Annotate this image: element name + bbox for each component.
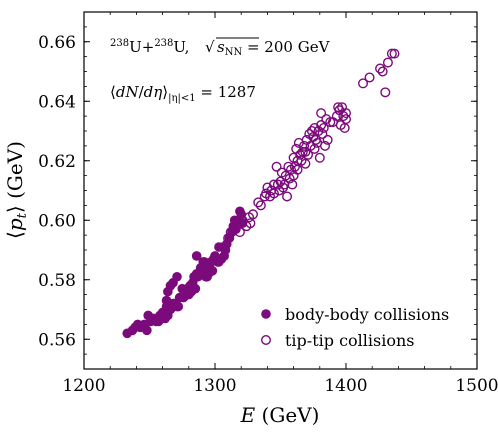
tip-tip-point (247, 209, 258, 220)
tip-tip-point (325, 117, 336, 128)
x-tick-label: 1400 (324, 376, 367, 396)
tip-tip-point (375, 63, 386, 74)
tip-tip-point (341, 108, 352, 119)
tip-tip-point (232, 218, 243, 229)
legend-marker-body-body (261, 309, 271, 319)
y-tick-label: 0.66 (38, 33, 76, 53)
body-body-point (142, 325, 152, 336)
tip-tip-point (245, 218, 256, 229)
legend-label-tip-tip: tip-tip collisions (285, 331, 415, 350)
body-body-point (172, 271, 182, 282)
svg-text:sNN = 200 GeV: sNN = 200 GeV (217, 38, 331, 58)
y-axis-label: ⟨pt⟩ (GeV) (3, 141, 30, 239)
body-body-point (161, 295, 172, 306)
tip-tip-point (229, 224, 240, 235)
tip-tip-point (314, 152, 325, 163)
y-tick-label: 0.62 (38, 152, 76, 172)
multiplicity-annotation: ⟨dN/dη⟩|η|<1 = 1287 (110, 83, 256, 104)
tip-tip-point (338, 111, 349, 122)
tip-tip-point (389, 48, 400, 59)
legend: body-body collisions tip-tip collisions (261, 305, 449, 350)
tip-tip-point (283, 161, 294, 172)
tip-tip-point (306, 125, 317, 136)
svg-text:√: √ (205, 38, 215, 56)
body-body-point (191, 251, 202, 261)
x-axis-label: E (GeV) (240, 403, 320, 427)
tip-tip-point (223, 233, 234, 244)
y-tick-label: 0.58 (38, 271, 76, 291)
tip-tip-point (320, 140, 331, 151)
body-body-point (207, 266, 218, 276)
x-tick-label: 1500 (455, 376, 498, 396)
tip-tip-point (300, 158, 311, 169)
svg-text:238U+238U,: 238U+238U, (110, 38, 189, 56)
collision-system-annotation: 238U+238U, √ sNN = 200 GeV (110, 37, 331, 58)
tip-tip-point (289, 161, 300, 172)
tip-tip-point (295, 149, 306, 160)
tip-tip-point (382, 57, 393, 68)
body-body-point (173, 301, 184, 312)
data-points (122, 48, 400, 339)
tip-tip-point (255, 200, 266, 211)
tip-tip-point (322, 134, 333, 145)
tip-tip-point (358, 78, 369, 89)
tip-tip-point (300, 146, 311, 157)
tip-tip-point (318, 123, 329, 134)
tip-tip-point (299, 140, 310, 151)
tip-tip-point (380, 87, 391, 98)
tip-tip-point (282, 191, 293, 202)
x-tick-label: 1300 (193, 376, 236, 396)
tip-tip-point (303, 149, 314, 160)
tip-tip-point (386, 48, 397, 59)
tip-tip-point (268, 188, 279, 199)
tip-tip-point (341, 114, 352, 125)
tip-tip-point (272, 179, 283, 190)
tip-tip-point (316, 108, 327, 119)
body-body-point (190, 283, 201, 294)
svg-text:⟨dN/dη⟩|η|<1 = 1287: ⟨dN/dη⟩|η|<1 = 1287 (110, 83, 256, 104)
tip-tip-point (266, 185, 277, 196)
tip-tip-point (297, 146, 308, 157)
y-tick-label: 0.60 (38, 211, 76, 231)
tip-tip-point (317, 128, 328, 139)
tip-tip-point (364, 72, 375, 83)
tip-tip-point (271, 161, 282, 172)
y-tick-label: 0.56 (38, 330, 76, 350)
x-tick-label: 1200 (62, 376, 105, 396)
legend-label-body-body: body-body collisions (285, 305, 449, 324)
tip-tip-point (234, 227, 245, 238)
legend-marker-tip-tip (261, 335, 272, 346)
tip-tip-point (253, 197, 264, 208)
tip-tip-point (292, 164, 303, 175)
axis-ticks: 1200 1300 1400 1500 0.56 0.58 0.60 0.62 0.64 0.66 (38, 12, 498, 396)
tip-tip-point (377, 66, 388, 77)
y-tick-label: 0.64 (38, 92, 76, 112)
